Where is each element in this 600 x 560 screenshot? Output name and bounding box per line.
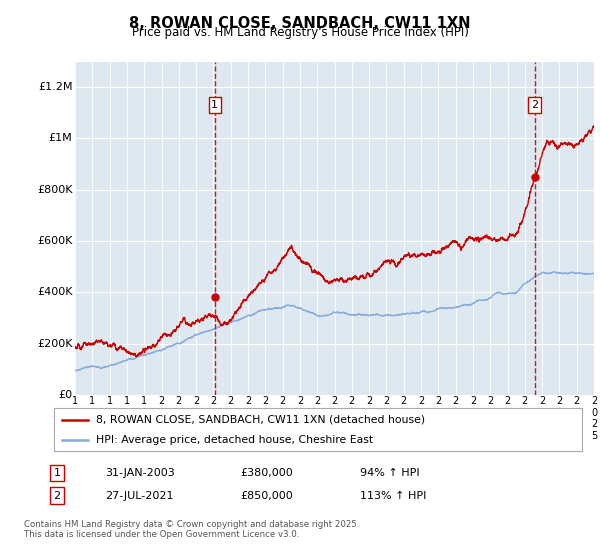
- Text: Contains HM Land Registry data © Crown copyright and database right 2025.
This d: Contains HM Land Registry data © Crown c…: [24, 520, 359, 539]
- Text: 2: 2: [531, 100, 538, 110]
- Text: 2: 2: [53, 491, 61, 501]
- Text: £850,000: £850,000: [240, 491, 293, 501]
- Text: 94% ↑ HPI: 94% ↑ HPI: [360, 468, 419, 478]
- Text: £400K: £400K: [37, 287, 73, 297]
- Text: 31-JAN-2003: 31-JAN-2003: [105, 468, 175, 478]
- Text: £1.2M: £1.2M: [38, 82, 73, 92]
- Text: 8, ROWAN CLOSE, SANDBACH, CW11 1XN: 8, ROWAN CLOSE, SANDBACH, CW11 1XN: [129, 16, 471, 31]
- Text: HPI: Average price, detached house, Cheshire East: HPI: Average price, detached house, Ches…: [96, 435, 373, 445]
- Text: 113% ↑ HPI: 113% ↑ HPI: [360, 491, 427, 501]
- Text: £600K: £600K: [37, 236, 73, 246]
- Text: £1M: £1M: [49, 133, 73, 143]
- Text: £0: £0: [58, 390, 73, 400]
- Text: 1: 1: [53, 468, 61, 478]
- Text: 8, ROWAN CLOSE, SANDBACH, CW11 1XN (detached house): 8, ROWAN CLOSE, SANDBACH, CW11 1XN (deta…: [96, 415, 425, 424]
- Text: 27-JUL-2021: 27-JUL-2021: [105, 491, 173, 501]
- Text: £800K: £800K: [37, 185, 73, 195]
- Text: 1: 1: [211, 100, 218, 110]
- Text: £380,000: £380,000: [240, 468, 293, 478]
- Text: £200K: £200K: [37, 339, 73, 348]
- Text: Price paid vs. HM Land Registry's House Price Index (HPI): Price paid vs. HM Land Registry's House …: [131, 26, 469, 39]
